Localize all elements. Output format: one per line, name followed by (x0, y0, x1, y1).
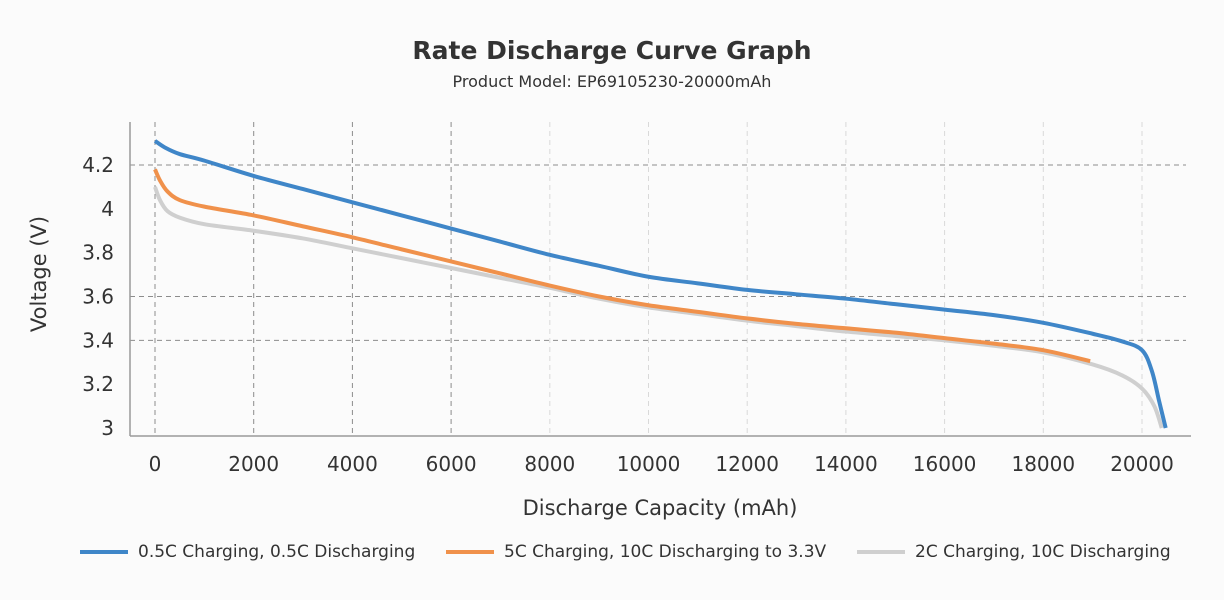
x-tick-label: 2000 (228, 452, 279, 476)
legend-label: 2C Charging, 10C Discharging (915, 542, 1171, 562)
x-tick-label: 4000 (327, 452, 378, 476)
legend-label: 5C Charging, 10C Discharging to 3.3V (504, 542, 827, 562)
series-line-2 (153, 186, 1164, 429)
chart-subtitle: Product Model: EP69105230-20000mAh (452, 72, 772, 91)
x-tick-label: 0 (149, 452, 162, 476)
legend-swatch (446, 550, 494, 554)
y-tick-label: 3.2 (82, 372, 114, 396)
y-tick-label: 3 (101, 416, 114, 440)
tick-labels: 0 2000 4000 6000 8000 10000 12000 14000 16000 180… (82, 153, 1174, 476)
x-axis-label: Discharge Capacity (mAh) (523, 496, 798, 520)
legend-swatch (857, 550, 905, 554)
x-tick-label: 8000 (524, 452, 575, 476)
x-tick-label: 14000 (814, 452, 878, 476)
x-tick-label: 20000 (1110, 452, 1174, 476)
y-axis-label: Voltage (V) (27, 216, 51, 332)
grid (130, 122, 1186, 436)
y-tick-label: 3.8 (82, 241, 114, 265)
legend-item[interactable]: 0.5C Charging, 0.5C Discharging (80, 542, 415, 562)
chart-title: Rate Discharge Curve Graph (412, 36, 812, 65)
series-line-0 (153, 139, 1168, 429)
x-tick-label: 6000 (426, 452, 477, 476)
legend-swatch (80, 550, 128, 554)
axes (129, 122, 1191, 437)
legend: 0.5C Charging, 0.5C Discharging 5C Charg… (0, 542, 1224, 566)
y-tick-label: 3.6 (82, 285, 114, 309)
x-tick-label: 10000 (617, 452, 681, 476)
legend-item[interactable]: 2C Charging, 10C Discharging (857, 542, 1171, 562)
series-line-1 (153, 168, 1091, 364)
x-tick-label: 12000 (715, 452, 779, 476)
legend-item[interactable]: 5C Charging, 10C Discharging to 3.3V (446, 542, 826, 562)
y-tick-label: 4.2 (82, 153, 114, 177)
series-lines (153, 139, 1168, 429)
legend-label: 0.5C Charging, 0.5C Discharging (138, 542, 416, 562)
x-tick-label: 16000 (913, 452, 977, 476)
x-tick-label: 18000 (1011, 452, 1075, 476)
y-tick-label: 3.4 (82, 328, 114, 352)
y-tick-label: 4 (101, 197, 114, 221)
